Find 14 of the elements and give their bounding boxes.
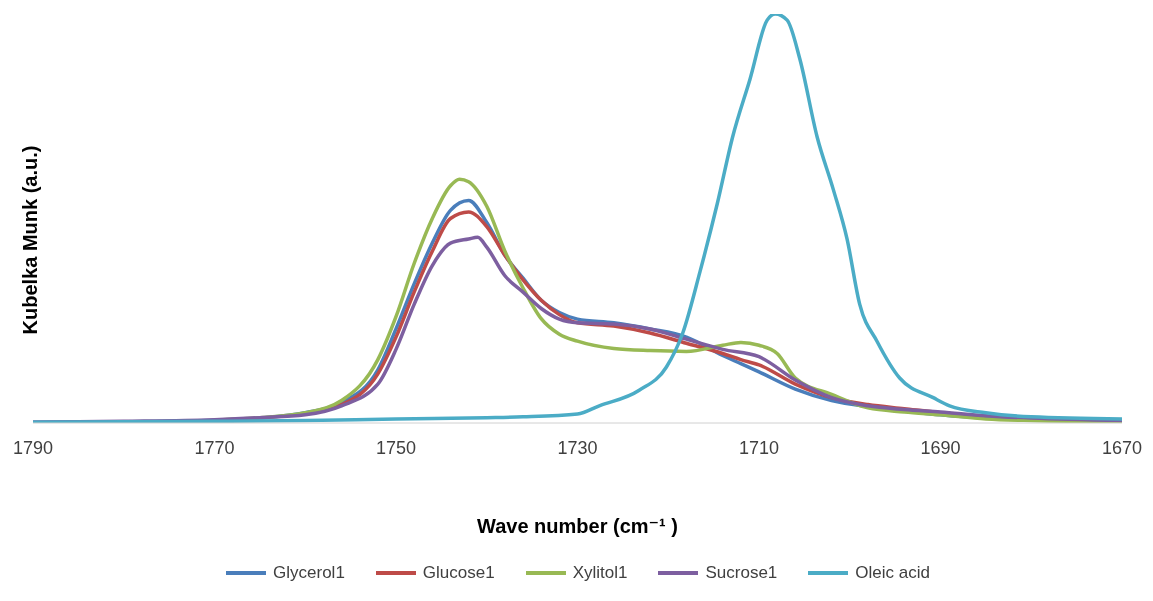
legend-label: Glycerol1 (273, 563, 345, 583)
legend-label: Oleic acid (855, 563, 930, 583)
x-tick-label: 1690 (920, 437, 961, 458)
legend-label: Xylitol1 (572, 563, 628, 583)
x-tick-label: 1730 (557, 437, 598, 458)
x-tick-label: 1770 (194, 437, 235, 458)
x-tick-label: 1750 (375, 437, 417, 458)
x-axis-title: Wave number (cm⁻¹ ) (477, 515, 678, 537)
x-tick-label: 1710 (738, 437, 780, 458)
legend-label: Glucose1 (422, 563, 495, 583)
legend-label: Sucrose1 (705, 563, 778, 583)
x-tick-label: 1790 (12, 437, 54, 458)
x-tick-label: 1670 (1101, 437, 1143, 458)
y-axis-title: Kubelka Munk (a.u.) (18, 145, 42, 335)
